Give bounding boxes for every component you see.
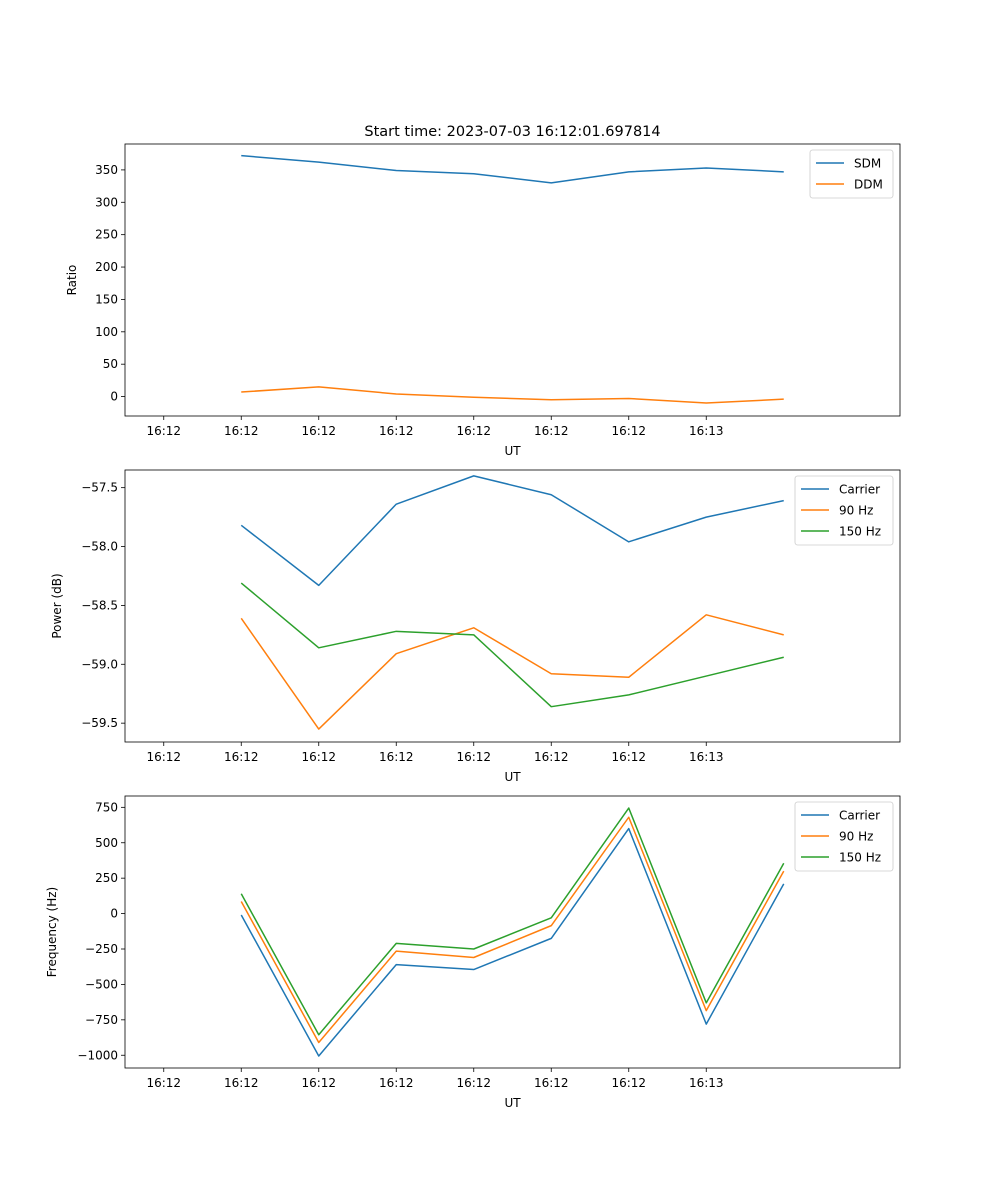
y-tick-label: −57.5	[81, 481, 118, 495]
chart-panel-2: 16:12 16:12 16:12 16:12 16:12 16:12 16:12 16:13…	[50, 469, 901, 784]
y-axis-label: Frequency (Hz)	[45, 887, 59, 978]
series-line-carrier	[240, 475, 784, 587]
series-line-90-hz	[240, 614, 784, 730]
x-tick-label: 16:12	[301, 1076, 336, 1090]
legend: Carrier 90 Hz 150 Hz	[794, 475, 894, 546]
y-tick-label: −1000	[77, 1048, 118, 1062]
legend-label: Carrier	[839, 809, 880, 823]
y-tick-label: −500	[85, 977, 118, 991]
x-tick-label: 16:12	[456, 750, 491, 764]
legend-label: 150 Hz	[839, 525, 881, 539]
x-tick-label: 16:12	[534, 1076, 569, 1090]
legend-label: 90 Hz	[839, 504, 873, 518]
chart-panel-3: 16:12 16:12 16:12 16:12 16:12 16:12 16:12 16:13…	[45, 795, 901, 1110]
y-tick-label: 150	[95, 292, 118, 306]
x-tick-label: 16:12	[146, 424, 181, 438]
legend: Carrier 90 Hz 150 Hz	[794, 801, 894, 872]
legend-box	[809, 149, 894, 199]
x-tick-label: 16:12	[146, 1076, 181, 1090]
x-tick-label: 16:12	[379, 750, 414, 764]
y-tick-label: −750	[85, 1013, 118, 1027]
legend-box	[794, 801, 894, 872]
plot-area-frame	[124, 795, 901, 1069]
x-axis-label: UT	[504, 1096, 521, 1110]
x-tick-label: 16:12	[224, 1076, 259, 1090]
chart-panel-1: Start time: 2023-07-03 16:12:01.697814 16…	[65, 124, 901, 458]
legend: SDM DDM	[809, 149, 894, 199]
x-tick-label: 16:12	[224, 424, 259, 438]
x-axis-label: UT	[504, 444, 521, 458]
y-tick-label: 50	[103, 357, 118, 371]
x-tick-label: 16:12	[456, 424, 491, 438]
x-tick-label: 16:12	[611, 1076, 646, 1090]
x-tick-label: 16:12	[611, 750, 646, 764]
x-tick-label: 16:12	[301, 750, 336, 764]
legend-box	[794, 475, 894, 546]
x-tick-label: 16:13	[689, 750, 724, 764]
y-tick-label: −250	[85, 942, 118, 956]
y-tick-label: 350	[95, 163, 118, 177]
plot-area-frame	[124, 143, 901, 417]
series-line-150-hz	[240, 807, 785, 1036]
x-tick-label: 16:12	[611, 424, 646, 438]
legend-label: SDM	[854, 157, 881, 171]
y-tick-label: 250	[95, 871, 118, 885]
y-tick-label: −59.0	[81, 657, 118, 671]
x-tick-label: 16:12	[379, 424, 414, 438]
series-line-ddm	[241, 386, 784, 404]
chart-title: Start time: 2023-07-03 16:12:01.697814	[364, 124, 660, 140]
y-tick-label: −58.5	[81, 598, 118, 612]
y-tick-label: 250	[95, 228, 118, 242]
x-tick-label: 16:12	[146, 750, 181, 764]
x-tick-label: 16:12	[534, 424, 569, 438]
y-axis-label: Power (dB)	[50, 573, 64, 638]
x-tick-label: 16:12	[224, 750, 259, 764]
x-tick-label: 16:13	[689, 424, 724, 438]
y-tick-label: 0	[110, 907, 118, 921]
x-tick-label: 16:12	[379, 1076, 414, 1090]
y-tick-label: 750	[95, 800, 118, 814]
x-tick-label: 16:13	[689, 1076, 724, 1090]
legend-label: DDM	[854, 178, 883, 192]
y-tick-label: −59.5	[81, 716, 118, 730]
y-tick-label: 200	[95, 260, 118, 274]
y-axis-label: Ratio	[65, 265, 79, 296]
plot-area-frame	[124, 469, 901, 743]
x-tick-label: 16:12	[456, 1076, 491, 1090]
legend-label: Carrier	[839, 483, 880, 497]
y-tick-label: 100	[95, 325, 118, 339]
series-line-sdm	[241, 154, 784, 184]
x-axis-label: UT	[504, 770, 521, 784]
x-tick-label: 16:12	[301, 424, 336, 438]
series-line-90-hz	[240, 816, 785, 1044]
series-line-carrier	[240, 827, 785, 1057]
legend-label: 150 Hz	[839, 851, 881, 865]
y-tick-label: −58.0	[81, 540, 118, 554]
y-tick-label: 500	[95, 836, 118, 850]
y-tick-label: 300	[95, 195, 118, 209]
series-line-150-hz	[240, 582, 784, 708]
x-tick-label: 16:12	[534, 750, 569, 764]
legend-label: 90 Hz	[839, 830, 873, 844]
y-tick-label: 0	[110, 390, 118, 404]
